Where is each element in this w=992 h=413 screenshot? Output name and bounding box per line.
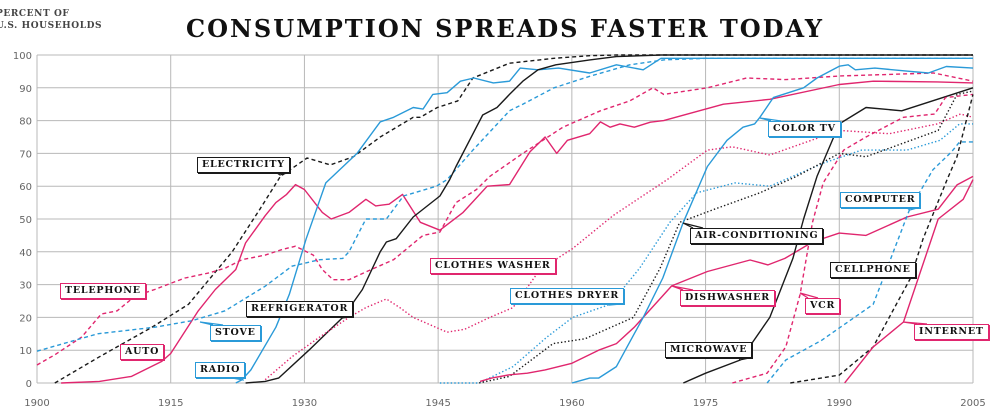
- series-label-stove: STOVE: [210, 325, 261, 341]
- series-line-radio: [235, 57, 973, 384]
- label-pointer: [759, 117, 782, 122]
- series-label-cellphone: CELLPHONE: [830, 262, 916, 278]
- y-tick-label: 10: [19, 346, 32, 357]
- series-line-color-tv: [571, 64, 974, 384]
- series-label-auto: AUTO: [120, 344, 165, 360]
- series-label-refrigerator: REFRIGERATOR: [246, 301, 354, 317]
- y-tick-label: 20: [19, 313, 32, 324]
- series-label-color-tv: COLOR TV: [768, 121, 841, 137]
- series-line-air-conditioning: [478, 90, 974, 384]
- series-label-air-conditioning: AIR-CONDITIONING: [690, 228, 824, 244]
- series-label-telephone: TELEPHONE: [60, 283, 146, 299]
- x-tick-label: 1930: [292, 398, 317, 409]
- series-line-cellphone: [790, 94, 974, 384]
- series-label-clothes-washer: CLOTHES WASHER: [430, 258, 556, 274]
- series-line-telephone: [36, 72, 974, 366]
- y-tick-label: 40: [19, 248, 32, 259]
- series-line-internet: [844, 179, 974, 384]
- y-tick-label: 80: [19, 117, 32, 128]
- series-line-vcr: [732, 93, 974, 384]
- y-tick-label: 90: [19, 84, 32, 95]
- label-pointer: [276, 172, 288, 176]
- y-tick-label: 70: [19, 149, 32, 160]
- x-tick-label: 2005: [960, 398, 985, 409]
- label-pointer: [906, 207, 918, 211]
- y-tick-label: 0: [26, 379, 32, 390]
- series-line-dishwasher: [479, 175, 974, 383]
- y-axis-label: PERCENT OF U.S. HOUSEHOLDS: [0, 8, 102, 32]
- y-axis-label-line-1: PERCENT OF: [0, 9, 70, 19]
- y-tick-label: 60: [19, 182, 32, 193]
- label-pointer: [682, 222, 704, 229]
- x-tick-label: 1915: [158, 398, 183, 409]
- series-label-electricity: ELECTRICITY: [197, 157, 290, 173]
- series-label-dishwasher: DISHWASHER: [680, 290, 775, 306]
- label-pointer: [608, 303, 622, 306]
- series-label-vcr: VCR: [805, 298, 841, 314]
- x-tick-label: 1960: [559, 398, 584, 409]
- chart-title: CONSUMPTION SPREADS FASTER TODAY: [185, 14, 825, 43]
- series-line-microwave: [683, 87, 974, 384]
- series-label-radio: RADIO: [195, 362, 246, 378]
- y-tick-label: 100: [13, 51, 32, 62]
- label-pointer: [339, 316, 351, 319]
- series-line-stove: [36, 57, 973, 352]
- x-tick-label: 1945: [425, 398, 450, 409]
- label-pointer: [738, 357, 750, 361]
- series-label-clothes-dryer: CLOTHES DRYER: [510, 288, 625, 304]
- label-pointer: [199, 321, 224, 326]
- y-tick-label: 30: [19, 281, 32, 292]
- x-tick-label: 1975: [693, 398, 718, 409]
- series-line-electricity: [54, 54, 973, 384]
- label-pointer: [902, 321, 928, 325]
- label-pointer: [231, 377, 245, 381]
- label-pointer: [671, 285, 694, 291]
- x-tick-label: 1900: [24, 398, 49, 409]
- y-tick-label: 50: [19, 215, 32, 226]
- x-tick-label: 1990: [827, 398, 852, 409]
- series-label-microwave: MICROWAVE: [665, 342, 753, 358]
- series-line-computer: [766, 141, 973, 384]
- series-label-internet: INTERNET: [914, 324, 989, 340]
- series-line-auto: [61, 80, 974, 384]
- series-label-computer: COMPUTER: [840, 192, 921, 208]
- y-axis-label-line-2: U.S. HOUSEHOLDS: [0, 21, 103, 31]
- label-pointer: [799, 292, 819, 299]
